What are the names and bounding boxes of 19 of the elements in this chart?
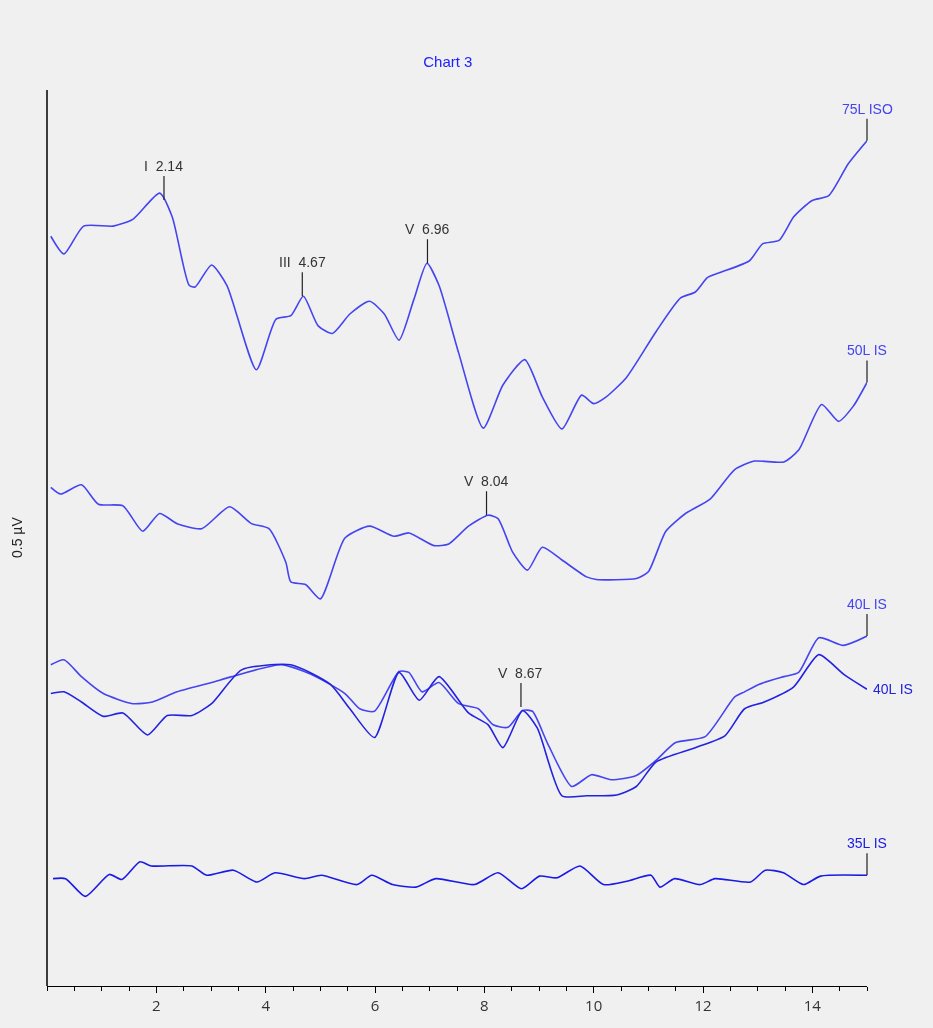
x-tick-label: 14 bbox=[803, 995, 822, 1015]
series-label: 35L IS bbox=[847, 835, 887, 851]
x-tick-label: 2 bbox=[152, 995, 161, 1015]
text: 50L IS bbox=[847, 342, 887, 358]
x-tick-label: 10 bbox=[585, 995, 603, 1015]
x-tick-label: 4 bbox=[261, 995, 271, 1015]
annotation: V 8.67 bbox=[498, 665, 543, 681]
series-label: 40L IS bbox=[873, 681, 913, 697]
annotation: V 8.04 bbox=[464, 473, 509, 489]
text: 75L ISO bbox=[842, 101, 893, 117]
chart-title: Chart 3 bbox=[423, 53, 473, 71]
text: 40L IS bbox=[847, 596, 887, 612]
annotation: I 2.14 bbox=[144, 158, 184, 174]
y-axis-title: 0.5 µV bbox=[9, 516, 25, 558]
x-tick-label: 8 bbox=[480, 995, 489, 1015]
annotation: V 6.96 bbox=[405, 221, 450, 237]
x-tick-label: 12 bbox=[694, 995, 712, 1015]
x-tick-label: 6 bbox=[370, 995, 380, 1015]
annotation: III 4.67 bbox=[279, 254, 326, 270]
